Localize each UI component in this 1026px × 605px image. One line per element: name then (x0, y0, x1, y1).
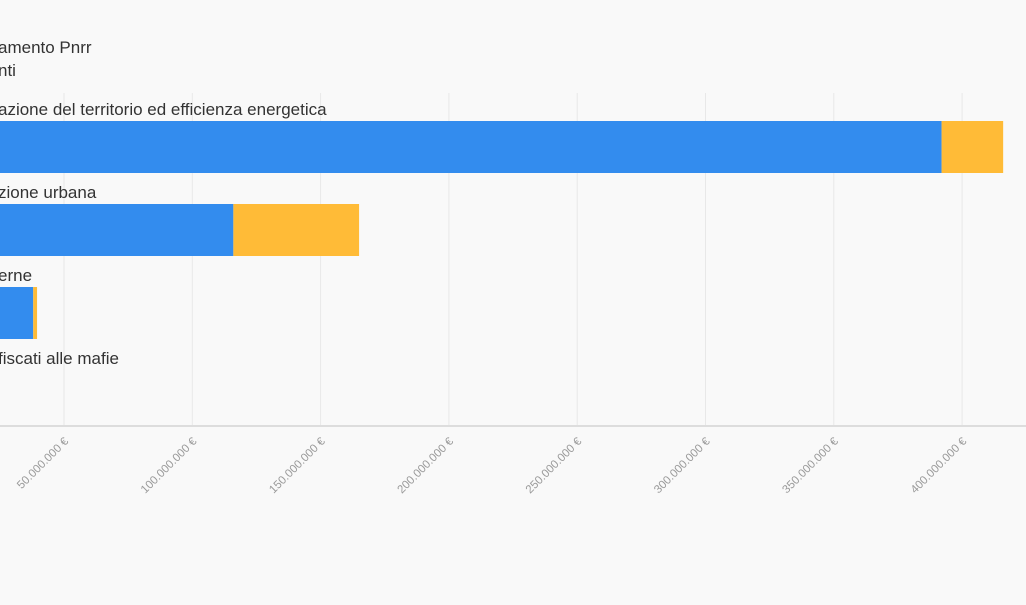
x-tick-label: 350.000.000 € (780, 435, 841, 496)
category-label-layer: azione del territorio ed efficienza ener… (0, 100, 327, 368)
x-axis: 50.000.000 € 100.000.000 € 150.000.000 € 20… (0, 425, 1026, 496)
x-tick-label: 400.000.000 € (909, 435, 970, 496)
category-label: fiscati alle mafie (0, 349, 119, 368)
bar-layer (0, 121, 1004, 339)
category-label: azione del territorio ed efficienza ener… (0, 100, 327, 119)
x-tick-label: 250.000.000 € (524, 435, 585, 496)
bar-segment (0, 121, 942, 173)
bar-segment (233, 204, 360, 256)
x-tick-label: 100.000.000 € (139, 435, 200, 496)
x-tick-label: 200.000.000 € (396, 435, 457, 496)
bar-segment (0, 204, 234, 256)
x-tick-label: 50.000.000 € (15, 435, 71, 491)
category-label: zione urbana (0, 183, 97, 202)
bar-segment (33, 287, 38, 339)
legend-title: amento Pnrr (0, 38, 92, 57)
category-label: erne (0, 266, 32, 285)
x-tick-label: 150.000.000 € (267, 435, 328, 496)
x-tick-label: 300.000.000 € (652, 435, 713, 496)
bar-segment (0, 287, 34, 339)
bar-segment (941, 121, 1004, 173)
legend-subtitle: nti (0, 61, 16, 80)
